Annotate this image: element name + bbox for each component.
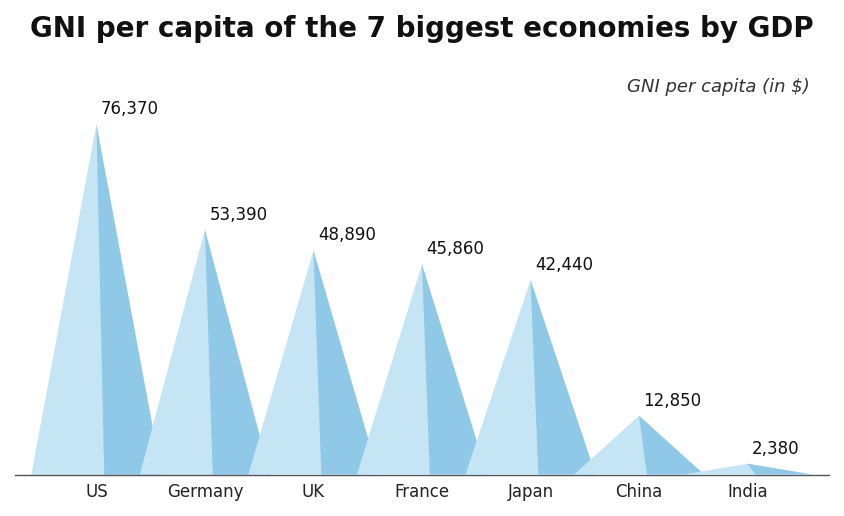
Polygon shape — [140, 230, 270, 475]
Polygon shape — [748, 464, 813, 475]
Polygon shape — [574, 416, 704, 475]
Polygon shape — [422, 264, 487, 475]
Text: 76,370: 76,370 — [100, 100, 159, 118]
Polygon shape — [248, 250, 379, 475]
Text: 2,380: 2,380 — [752, 440, 799, 458]
Text: GNI per capita (in $): GNI per capita (in $) — [627, 78, 809, 96]
Polygon shape — [313, 250, 379, 475]
Polygon shape — [531, 280, 596, 475]
Polygon shape — [357, 264, 487, 475]
Text: 45,860: 45,860 — [426, 240, 484, 258]
Text: 42,440: 42,440 — [535, 256, 592, 274]
Polygon shape — [31, 124, 161, 475]
Polygon shape — [96, 124, 161, 475]
Polygon shape — [465, 280, 596, 475]
Text: 12,850: 12,850 — [643, 392, 701, 410]
Text: 48,890: 48,890 — [318, 227, 376, 244]
Text: GNI per capita of the 7 biggest economies by GDP: GNI per capita of the 7 biggest economie… — [30, 15, 814, 43]
Polygon shape — [683, 464, 813, 475]
Polygon shape — [205, 230, 270, 475]
Polygon shape — [639, 416, 704, 475]
Text: 53,390: 53,390 — [209, 206, 268, 223]
